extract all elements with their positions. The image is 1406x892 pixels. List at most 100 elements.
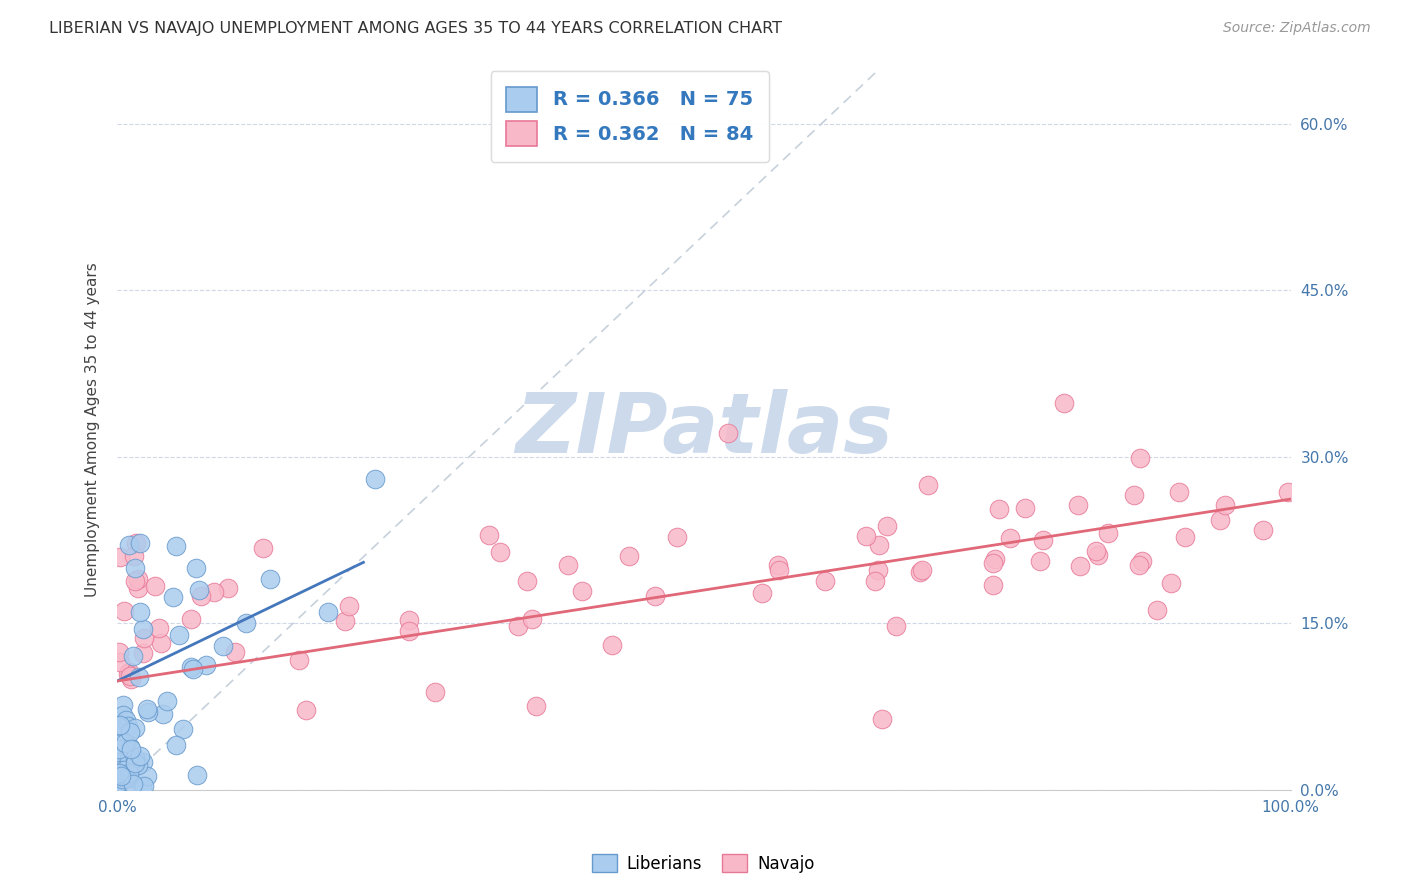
- Point: [124, 721, 146, 735]
- Point: [112, 764, 135, 778]
- Text: Source: ZipAtlas.com: Source: ZipAtlas.com: [1223, 21, 1371, 35]
- Point: [118, 764, 141, 779]
- Point: [108, 766, 131, 780]
- Point: [1174, 530, 1197, 544]
- Point: [571, 584, 593, 599]
- Point: [110, 769, 132, 783]
- Point: [1097, 526, 1119, 541]
- Point: [339, 599, 361, 613]
- Point: [143, 579, 166, 593]
- Point: [766, 558, 789, 573]
- Point: [557, 558, 579, 572]
- Point: [132, 780, 155, 794]
- Point: [884, 619, 907, 633]
- Point: [172, 723, 194, 737]
- Point: [1146, 603, 1168, 617]
- Point: [984, 552, 1007, 566]
- Point: [186, 561, 208, 575]
- Point: [131, 623, 153, 637]
- Point: [911, 563, 934, 577]
- Point: [1129, 451, 1152, 466]
- Point: [1168, 484, 1191, 499]
- Point: [288, 653, 311, 667]
- Point: [108, 645, 131, 659]
- Point: [868, 563, 890, 577]
- Point: [127, 581, 149, 595]
- Point: [136, 705, 159, 719]
- Point: [129, 605, 152, 619]
- Point: [112, 604, 135, 618]
- Point: [981, 556, 1004, 570]
- Point: [118, 724, 141, 739]
- Point: [666, 531, 689, 545]
- Point: [908, 566, 931, 580]
- Point: [152, 707, 174, 722]
- Point: [118, 747, 141, 761]
- Point: [316, 605, 339, 619]
- Point: [118, 766, 141, 780]
- Point: [259, 572, 281, 586]
- Point: [870, 712, 893, 726]
- Point: [118, 752, 141, 766]
- Point: [398, 624, 420, 639]
- Point: [108, 727, 131, 741]
- Point: [165, 738, 187, 752]
- Point: [107, 769, 129, 783]
- Point: [114, 772, 136, 786]
- Point: [165, 539, 187, 553]
- Point: [1130, 554, 1153, 568]
- Text: ZIPatlas: ZIPatlas: [515, 389, 893, 470]
- Point: [120, 672, 142, 686]
- Point: [108, 742, 131, 756]
- Point: [1128, 558, 1150, 572]
- Point: [118, 772, 141, 786]
- Point: [117, 753, 139, 767]
- Legend: Liberians, Navajo: Liberians, Navajo: [585, 847, 821, 880]
- Point: [998, 531, 1021, 545]
- Point: [122, 648, 145, 663]
- Point: [136, 702, 159, 716]
- Point: [117, 719, 139, 733]
- Point: [1029, 554, 1052, 568]
- Point: [917, 477, 939, 491]
- Point: [524, 698, 547, 713]
- Point: [180, 659, 202, 673]
- Point: [117, 666, 139, 681]
- Point: [120, 669, 142, 683]
- Point: [1069, 558, 1091, 573]
- Point: [186, 767, 208, 781]
- Point: [211, 639, 233, 653]
- Point: [117, 665, 139, 679]
- Point: [1053, 396, 1076, 410]
- Point: [190, 589, 212, 603]
- Point: [110, 765, 132, 780]
- Point: [132, 647, 155, 661]
- Point: [814, 574, 837, 588]
- Legend: R = 0.366   N = 75, R = 0.362   N = 84: R = 0.366 N = 75, R = 0.362 N = 84: [491, 71, 769, 161]
- Point: [180, 612, 202, 626]
- Point: [987, 502, 1010, 516]
- Point: [112, 698, 135, 713]
- Point: [162, 590, 184, 604]
- Point: [117, 771, 139, 785]
- Point: [489, 545, 512, 559]
- Point: [131, 780, 153, 795]
- Point: [1122, 488, 1144, 502]
- Point: [124, 756, 146, 770]
- Point: [364, 472, 387, 486]
- Point: [129, 749, 152, 764]
- Point: [1209, 513, 1232, 527]
- Point: [868, 538, 890, 552]
- Point: [1277, 485, 1299, 500]
- Point: [148, 621, 170, 635]
- Point: [124, 574, 146, 588]
- Point: [150, 636, 173, 650]
- Point: [235, 616, 257, 631]
- Point: [167, 628, 190, 642]
- Point: [195, 657, 218, 672]
- Point: [110, 549, 132, 564]
- Point: [506, 619, 529, 633]
- Point: [423, 685, 446, 699]
- Point: [1087, 548, 1109, 562]
- Point: [516, 574, 538, 589]
